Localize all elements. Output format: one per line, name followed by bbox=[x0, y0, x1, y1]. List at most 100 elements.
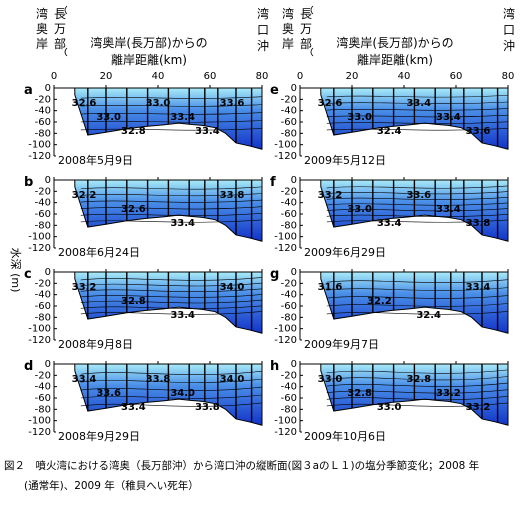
y-tick-label: 0 bbox=[45, 175, 51, 186]
y-tick-label: -120 bbox=[28, 335, 51, 346]
contour-label: 33.6 bbox=[220, 98, 245, 109]
date-label-bg bbox=[302, 245, 402, 258]
contour-label: 33.0 bbox=[318, 374, 343, 385]
header-right-char: 口 bbox=[257, 23, 269, 37]
panel-letter-f: f bbox=[270, 175, 276, 190]
contour-line bbox=[326, 279, 509, 283]
contour-label: 33.0 bbox=[146, 98, 171, 109]
contour-label: 31.6 bbox=[318, 282, 343, 293]
date-label-bg bbox=[302, 429, 402, 442]
header-right-char: 湾 bbox=[503, 6, 515, 21]
y-tick-label: -20 bbox=[281, 278, 297, 289]
contour-label: 33.6 bbox=[466, 126, 491, 137]
y-tick-label: -80 bbox=[281, 404, 297, 415]
header-left-char: 部 bbox=[300, 36, 312, 51]
y-tick-label: -100 bbox=[274, 232, 297, 243]
contour-line bbox=[80, 305, 263, 309]
contour-label: 32.2 bbox=[367, 296, 392, 307]
header-left-char: 長 bbox=[300, 7, 312, 21]
y-tick-label: -80 bbox=[281, 312, 297, 323]
panel-letter-b: b bbox=[24, 175, 33, 190]
contour-line bbox=[326, 95, 509, 98]
x-axis-title-line1: 湾奥岸(長万部)からの bbox=[336, 35, 453, 50]
y-tick-label: -100 bbox=[28, 416, 51, 427]
y-tick-label: -20 bbox=[35, 94, 51, 105]
contour-line bbox=[80, 96, 263, 99]
x-tick-label: 0 bbox=[51, 71, 57, 82]
caption-line-2: (通常年)、2009 年（稚貝へい死年） bbox=[24, 480, 199, 492]
contour-line bbox=[326, 108, 509, 111]
contour-line bbox=[326, 121, 509, 124]
contour-label: 33.4 bbox=[466, 282, 491, 293]
header-left-char: 奥 bbox=[36, 22, 48, 36]
contour-label: 34.0 bbox=[220, 374, 245, 385]
y-axis-label: 水深 (m) bbox=[9, 248, 22, 293]
contour-line bbox=[80, 104, 263, 107]
contour-label: 33.8 bbox=[466, 218, 491, 229]
contour-line bbox=[80, 193, 263, 197]
contour-line bbox=[326, 128, 509, 131]
y-tick-label: -40 bbox=[281, 198, 297, 209]
y-tick-label: -60 bbox=[281, 117, 297, 128]
date-label-bg bbox=[302, 153, 402, 166]
contour-label: 33.0 bbox=[347, 112, 372, 123]
contour-line bbox=[326, 191, 509, 195]
contour-line bbox=[80, 112, 263, 115]
y-tick-label: -40 bbox=[35, 106, 51, 117]
contour-line bbox=[326, 396, 509, 401]
y-tick-label: -60 bbox=[35, 393, 51, 404]
panel-g: 0-20-40-60-80-100-120 g 2009年9月7日 31.6 32.2 3… bbox=[270, 267, 509, 351]
date-label-bg bbox=[302, 337, 402, 350]
contour-label: 33.0 bbox=[377, 402, 402, 413]
y-tick-label: 0 bbox=[291, 83, 297, 94]
panel-date-d: 2008年9月29日 bbox=[58, 429, 140, 443]
contour-line bbox=[80, 299, 263, 304]
header-left-char: 岸 bbox=[282, 37, 294, 51]
y-tick-label: -60 bbox=[35, 117, 51, 128]
date-label-bg bbox=[56, 153, 156, 166]
y-tick-label: -40 bbox=[35, 382, 51, 393]
y-tick-label: -60 bbox=[35, 301, 51, 312]
contour-line bbox=[326, 287, 509, 291]
panel-date-c: 2008年9月8日 bbox=[58, 337, 133, 351]
x-tick-label: 40 bbox=[398, 71, 411, 82]
header-left-char: 奥 bbox=[282, 22, 294, 36]
contour-label: 32.8 bbox=[121, 296, 146, 307]
header-paren bbox=[310, 5, 314, 57]
y-tick-label: -40 bbox=[281, 106, 297, 117]
y-tick-label: 0 bbox=[291, 175, 297, 186]
header-left-char: 万 bbox=[300, 22, 312, 36]
panel-date-b: 2008年6月24日 bbox=[58, 245, 140, 259]
panel-e: 0-20-40-60-80-100-120 e 2009年5月12日 32.6 33.0… bbox=[270, 83, 509, 167]
y-tick-label: -100 bbox=[274, 324, 297, 335]
x-tick-label: 20 bbox=[346, 71, 359, 82]
contour-line bbox=[326, 202, 509, 206]
contour-line bbox=[326, 208, 509, 212]
x-tick-label: 40 bbox=[152, 71, 165, 82]
contour-line bbox=[80, 219, 263, 223]
contour-line bbox=[80, 370, 263, 375]
contour-line bbox=[326, 376, 509, 381]
contour-label: 34.0 bbox=[170, 388, 195, 399]
y-tick-label: -60 bbox=[35, 209, 51, 220]
contour-line bbox=[80, 386, 263, 391]
y-tick-label: -20 bbox=[35, 278, 51, 289]
y-tick-label: -60 bbox=[281, 301, 297, 312]
y-tick-label: -120 bbox=[274, 151, 297, 162]
y-tick-label: -20 bbox=[35, 370, 51, 381]
y-tick-label: 0 bbox=[45, 83, 51, 94]
contour-label: 33.6 bbox=[406, 190, 431, 201]
contour-line bbox=[326, 219, 509, 223]
contour-line bbox=[80, 120, 263, 123]
x-axis-title-line2: 離岸距離(km) bbox=[111, 53, 187, 67]
y-tick-label: 0 bbox=[291, 359, 297, 370]
y-tick-label: -40 bbox=[281, 290, 297, 301]
contour-label: 33.2 bbox=[466, 402, 491, 413]
panel-d: 0-20-40-60-80-100-120d2008年9月29日33.433.6… bbox=[24, 359, 263, 443]
y-tick-label: -100 bbox=[274, 140, 297, 151]
contour-label: 32.4 bbox=[416, 310, 441, 321]
header-right-char: 湾 bbox=[257, 6, 269, 21]
y-tick-label: -20 bbox=[281, 186, 297, 197]
